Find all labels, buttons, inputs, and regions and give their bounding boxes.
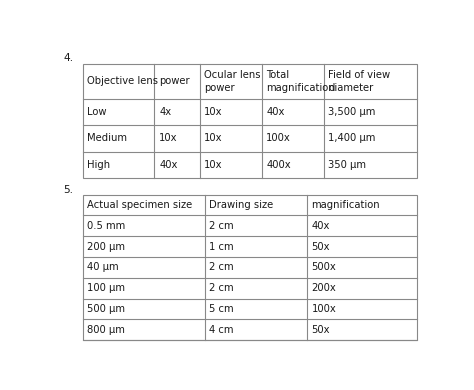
- Text: 200x: 200x: [311, 283, 336, 293]
- Text: Ocular lens
power: Ocular lens power: [204, 70, 261, 93]
- Text: 40x: 40x: [311, 221, 330, 231]
- Text: 10x: 10x: [204, 107, 223, 117]
- Text: power: power: [159, 76, 190, 87]
- Text: 0.5 mm: 0.5 mm: [87, 221, 126, 231]
- Text: 4 cm: 4 cm: [210, 325, 234, 335]
- Text: 100x: 100x: [266, 133, 291, 144]
- Text: 350 μm: 350 μm: [328, 160, 366, 170]
- Text: Drawing size: Drawing size: [210, 200, 273, 210]
- Text: 500x: 500x: [311, 262, 336, 272]
- Text: 40x: 40x: [159, 160, 177, 170]
- Text: 5 cm: 5 cm: [210, 304, 234, 314]
- Text: 100x: 100x: [311, 304, 336, 314]
- Text: 800 μm: 800 μm: [87, 325, 125, 335]
- Text: 50x: 50x: [311, 325, 330, 335]
- Text: 10x: 10x: [204, 133, 223, 144]
- Text: 5.: 5.: [63, 185, 73, 195]
- Text: 50x: 50x: [311, 242, 330, 252]
- Bar: [82, 195, 417, 340]
- Text: 2 cm: 2 cm: [210, 283, 234, 293]
- Text: Objective lens: Objective lens: [87, 76, 158, 87]
- Text: 2 cm: 2 cm: [210, 262, 234, 272]
- Text: Field of view
diameter: Field of view diameter: [328, 70, 390, 93]
- Text: 4.: 4.: [63, 53, 73, 63]
- Text: 10x: 10x: [159, 133, 178, 144]
- Text: 4x: 4x: [159, 107, 171, 117]
- Text: 10x: 10x: [204, 160, 223, 170]
- Text: 1 cm: 1 cm: [210, 242, 234, 252]
- Text: 3,500 μm: 3,500 μm: [328, 107, 375, 117]
- Text: 100 μm: 100 μm: [87, 283, 125, 293]
- Text: Actual specimen size: Actual specimen size: [87, 200, 192, 210]
- Text: 40x: 40x: [266, 107, 285, 117]
- Text: Low: Low: [87, 107, 107, 117]
- Text: 1,400 μm: 1,400 μm: [328, 133, 375, 144]
- Text: magnification: magnification: [311, 200, 380, 210]
- Text: Total
magnification: Total magnification: [266, 70, 335, 93]
- Text: Medium: Medium: [87, 133, 127, 144]
- Bar: [82, 64, 417, 178]
- Text: 200 μm: 200 μm: [87, 242, 125, 252]
- Text: 40 μm: 40 μm: [87, 262, 119, 272]
- Text: 2 cm: 2 cm: [210, 221, 234, 231]
- Text: 500 μm: 500 μm: [87, 304, 125, 314]
- Text: High: High: [87, 160, 110, 170]
- Text: 400x: 400x: [266, 160, 291, 170]
